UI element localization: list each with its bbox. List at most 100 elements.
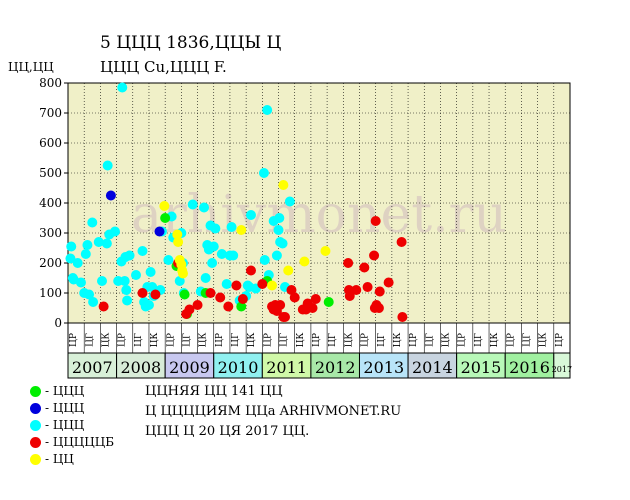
year-label: 2011 bbox=[266, 358, 307, 377]
note-line-2: Ц ЦЦЦЦИЯМ ЦЦа ARHIVMONET.RU bbox=[145, 404, 402, 419]
data-point bbox=[122, 295, 133, 306]
data-point bbox=[344, 291, 355, 301]
data-point bbox=[179, 289, 190, 300]
data-point bbox=[172, 229, 183, 240]
data-point bbox=[320, 246, 331, 256]
y-tick-label: 500 bbox=[39, 166, 62, 180]
y-tick-label: 800 bbox=[39, 76, 62, 90]
data-point bbox=[124, 250, 135, 261]
legend-label: - ЦЦЦ bbox=[45, 401, 85, 415]
data-point bbox=[210, 223, 221, 234]
y-tick-label: 100 bbox=[39, 286, 62, 300]
quarter-label: ЦГ bbox=[474, 333, 484, 347]
quarter-label: ЦГ bbox=[280, 333, 290, 347]
data-point bbox=[396, 237, 407, 247]
quarter-row bbox=[67, 322, 571, 354]
data-point bbox=[277, 238, 288, 249]
legend-item: - ЦЦЦ bbox=[30, 418, 84, 432]
data-point bbox=[147, 282, 158, 292]
quarter-label: ЦК bbox=[199, 333, 209, 348]
data-point bbox=[216, 249, 227, 259]
year-label: 2012 bbox=[315, 358, 356, 377]
data-point bbox=[397, 312, 408, 322]
data-point bbox=[75, 277, 86, 288]
data-point bbox=[177, 268, 188, 279]
quarter-label: ЦГ bbox=[182, 333, 192, 347]
data-point bbox=[137, 246, 148, 256]
data-point bbox=[236, 225, 247, 235]
data-point bbox=[245, 210, 256, 220]
data-point bbox=[187, 199, 198, 210]
data-point bbox=[283, 265, 294, 276]
quarter-label: ЦР bbox=[506, 333, 516, 347]
year-cell bbox=[407, 352, 458, 379]
year-label: 2007 bbox=[72, 358, 113, 377]
quarter-label: ЦР bbox=[215, 333, 225, 347]
year-cell bbox=[116, 352, 166, 379]
data-point bbox=[359, 262, 370, 273]
y-tick-label: 200 bbox=[39, 256, 62, 270]
quarter-label: ЦР bbox=[312, 333, 322, 347]
y-tick-label: 600 bbox=[39, 136, 62, 150]
data-point bbox=[226, 222, 237, 232]
quarter-label: ЦГ bbox=[523, 333, 533, 347]
chart-title: 5 ЦЦЦ 1836,ЦЦЫ Ц bbox=[100, 33, 282, 53]
quarter-label: ЦГ bbox=[328, 333, 338, 347]
data-point bbox=[271, 250, 282, 261]
data-point bbox=[72, 258, 83, 268]
year-label: 2008 bbox=[121, 358, 162, 377]
data-point bbox=[143, 300, 154, 310]
quarter-label: ЦР bbox=[409, 333, 419, 347]
year-label: 2009 bbox=[169, 358, 210, 377]
data-point bbox=[273, 225, 284, 235]
data-point bbox=[373, 303, 384, 313]
data-point bbox=[323, 297, 334, 307]
data-point bbox=[159, 201, 170, 211]
data-point bbox=[93, 237, 104, 247]
scatter-chart: arhivmonet.ru 0 100 200 300 400 500 600 700 800 ЦР… bbox=[39, 76, 572, 379]
data-point bbox=[236, 301, 247, 312]
data-point bbox=[150, 289, 161, 300]
quarter-label: ЦК bbox=[150, 333, 160, 348]
data-point bbox=[245, 265, 256, 276]
data-point bbox=[145, 267, 156, 277]
data-point bbox=[257, 279, 268, 289]
data-point bbox=[275, 300, 286, 310]
quarter-label: ЦР bbox=[166, 333, 176, 347]
data-point bbox=[370, 216, 381, 226]
quarter-label: ЦР bbox=[263, 333, 273, 347]
data-point bbox=[80, 249, 91, 259]
quarter-label: ЦГ bbox=[231, 333, 241, 347]
data-point bbox=[131, 270, 142, 280]
data-point bbox=[102, 160, 113, 171]
quarter-label: ЦР bbox=[361, 333, 371, 347]
data-point bbox=[307, 303, 318, 313]
legend-label: - ЦЦ bbox=[45, 452, 74, 466]
data-point bbox=[343, 258, 354, 268]
quarter-label: ЦР bbox=[69, 333, 79, 347]
quarter-label: ЦК bbox=[490, 333, 500, 348]
legend-label: - ЦЦЦ bbox=[45, 418, 85, 432]
y-tick-label: 300 bbox=[39, 226, 62, 240]
data-point bbox=[105, 190, 116, 201]
legend-label: - ЦЦЦЦЦБ bbox=[45, 435, 115, 449]
quarter-label: ЦГ bbox=[377, 333, 387, 347]
legend-dot-icon bbox=[30, 454, 41, 465]
data-point bbox=[173, 237, 184, 247]
data-point bbox=[84, 289, 95, 300]
data-point bbox=[289, 292, 300, 303]
legend-dot-icon bbox=[30, 420, 41, 431]
year-label: 2010 bbox=[218, 358, 259, 377]
quarter-label: ЦК bbox=[539, 333, 549, 348]
data-point bbox=[101, 238, 112, 249]
y-tick-label: 400 bbox=[39, 196, 62, 210]
data-point bbox=[207, 258, 218, 268]
data-point bbox=[267, 280, 278, 291]
data-point bbox=[369, 250, 380, 261]
year-cell bbox=[164, 352, 215, 379]
chart-subtitle: ЦЦЦ Cu,ЦЦЦ F. bbox=[100, 58, 227, 76]
data-point bbox=[87, 217, 98, 228]
note-line-1: ЦЦНЯЯ ЦЦ 141 ЦЦ bbox=[145, 384, 283, 399]
data-point bbox=[221, 279, 232, 289]
data-point bbox=[237, 294, 248, 304]
